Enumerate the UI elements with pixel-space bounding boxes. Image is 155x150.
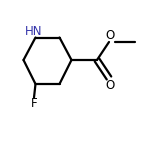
- Text: O: O: [105, 29, 114, 42]
- Text: HN: HN: [25, 25, 43, 38]
- Text: O: O: [106, 79, 115, 92]
- Text: F: F: [31, 97, 37, 110]
